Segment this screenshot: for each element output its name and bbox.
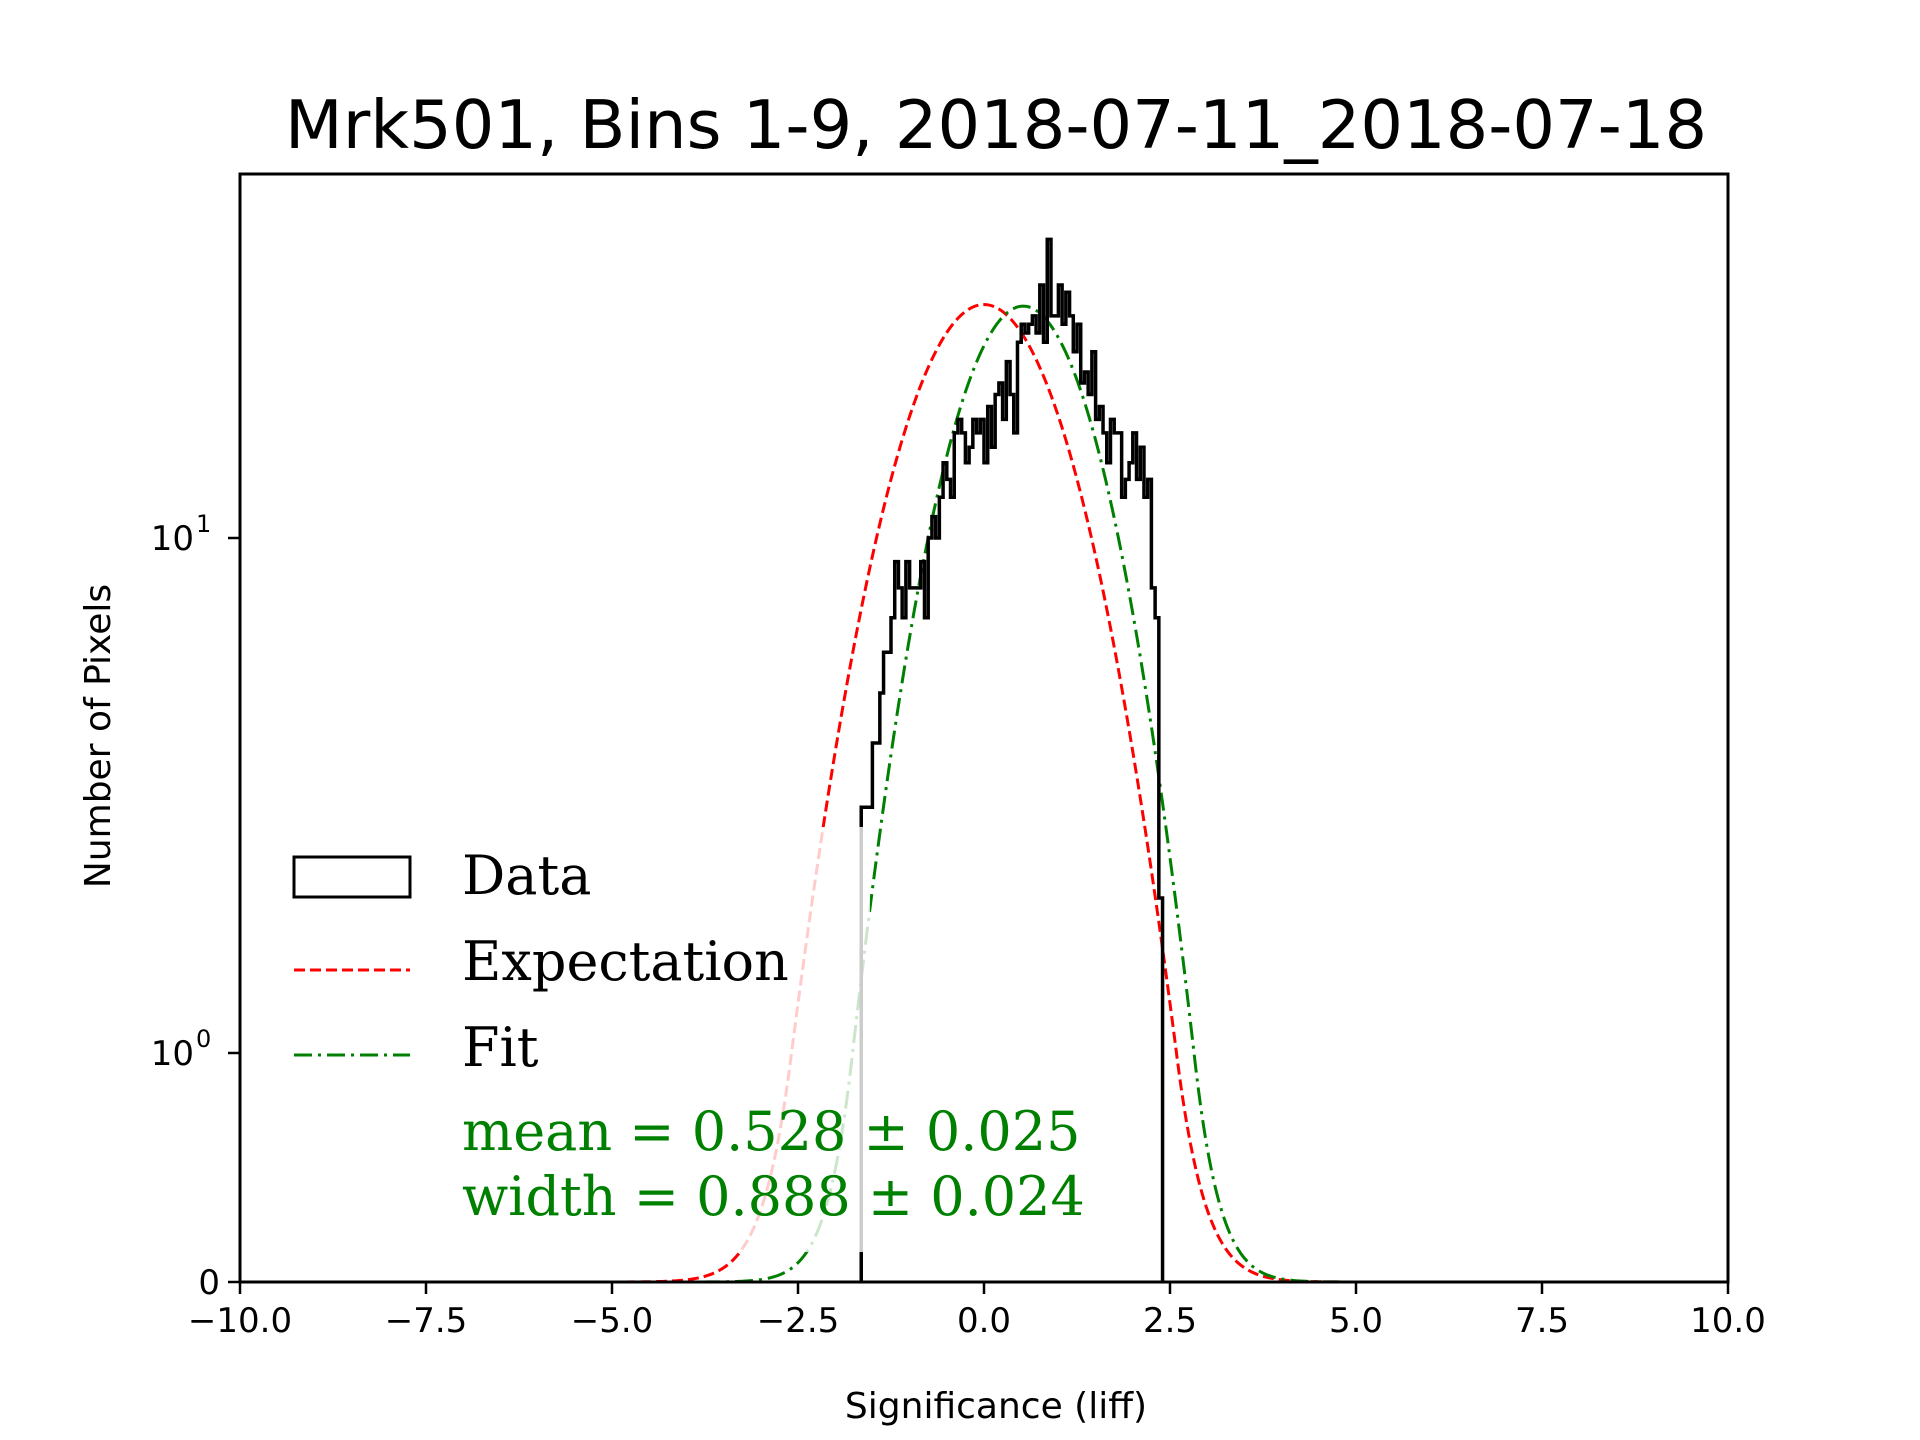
x-tick-label: 0.0: [957, 1301, 1011, 1341]
annotation-mean: mean = 0.528 ± 0.025: [462, 1100, 1080, 1163]
y-tick-exponent: 0: [196, 1025, 211, 1053]
legend-label-data: Data: [462, 844, 591, 907]
x-tick-label: −7.5: [385, 1301, 468, 1341]
legend: Data Expectation Fit: [270, 827, 870, 1252]
legend-label-fit: Fit: [462, 1016, 539, 1079]
histogram-outline: [859, 237, 1165, 1282]
y-tick-exponent: 1: [196, 510, 211, 538]
x-tick-label: −5.0: [571, 1301, 654, 1341]
y-tick-label: 0: [198, 1263, 220, 1303]
x-tick-label: 10.0: [1690, 1301, 1766, 1341]
x-tick-label: −2.5: [757, 1301, 840, 1341]
legend-data-patch: [292, 855, 412, 899]
annotation-width: width = 0.888 ± 0.024: [462, 1165, 1085, 1228]
legend-label-expectation: Expectation: [462, 930, 789, 993]
y-tick-label: 10: [151, 519, 194, 559]
x-axis-label: Significance (liff): [845, 1386, 1147, 1427]
chart-title: Mrk501, Bins 1-9, 2018-07-11_2018-07-18: [285, 86, 1707, 164]
y-axis-label: Number of Pixels: [78, 584, 119, 888]
x-tick-label: 7.5: [1515, 1301, 1569, 1341]
x-tick-label: 5.0: [1329, 1301, 1383, 1341]
plot-area: [240, 237, 1728, 1282]
x-tick-label: 2.5: [1143, 1301, 1197, 1341]
histogram-data: [859, 237, 1165, 1282]
y-tick-label: 10: [151, 1034, 194, 1074]
series-expectation-line: [240, 303, 1728, 1282]
x-tick-label: −10.0: [188, 1301, 292, 1341]
